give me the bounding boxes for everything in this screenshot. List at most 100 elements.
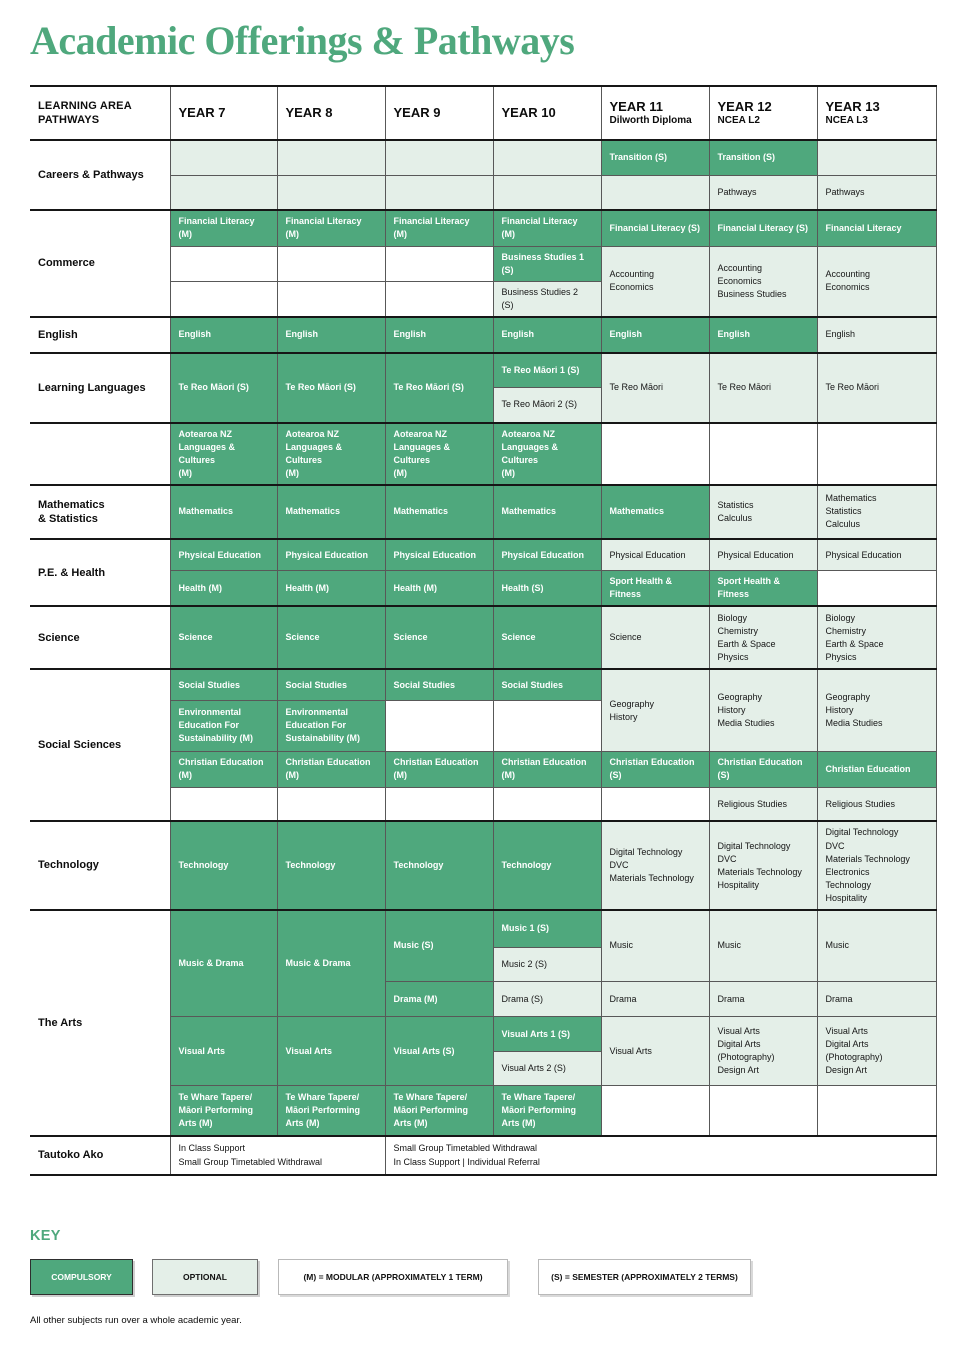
table-row: P.E. & Health Physical Education Physica… xyxy=(30,537,937,607)
table-row: Science Science Science Science Science … xyxy=(30,605,937,670)
course-cell: Financial Literacy xyxy=(816,209,937,247)
table-row: Learning Languages Te Reo Māori (S) Te R… xyxy=(30,351,937,424)
course-cell: Technology xyxy=(276,820,386,911)
course-cell: Accounting Economics Business Studies xyxy=(708,245,818,318)
course-cell: Health (M) xyxy=(384,570,494,607)
course-cell: Visual Arts Digital Arts (Photography) D… xyxy=(816,1016,937,1087)
table-row: Mathematics & Statistics Mathematics Mat… xyxy=(30,483,937,540)
course-cell: Financial Literacy (S) xyxy=(600,209,710,247)
course-cell: Statistics Calculus xyxy=(708,483,818,540)
table-row: Drama (M) Drama (S) Drama Drama Drama xyxy=(30,981,937,1018)
empty-cell xyxy=(276,139,386,176)
table-row: Christian Education (M) Christian Educat… xyxy=(30,750,937,788)
course-cell: Te Reo Māori (S) xyxy=(276,351,386,424)
course-cell: Te Whare Tapere/ Māori Performing Arts (… xyxy=(492,1085,602,1137)
footnote: All other subjects run over a whole acad… xyxy=(30,1314,242,1326)
table-row: English English English English English … xyxy=(30,315,937,354)
course-cell: English xyxy=(600,315,710,354)
course-cell: Social Studies xyxy=(384,668,494,701)
year-11-subtitle: Dilworth Diploma xyxy=(609,114,692,126)
course-cell: English xyxy=(169,315,278,354)
empty-cell xyxy=(276,280,386,318)
course-cell: Music & Drama xyxy=(169,908,278,1018)
empty-cell xyxy=(384,139,494,176)
course-cell: Drama (S) xyxy=(492,981,602,1018)
course-cell: Te Whare Tapere/ Māori Performing Arts (… xyxy=(384,1085,494,1137)
course-cell: Biology Chemistry Earth & Space Physics xyxy=(816,605,937,670)
course-cell: Environmental Education For Sustainabili… xyxy=(169,699,278,752)
course-cell: Physical Education xyxy=(492,537,602,572)
course-cell: Visual Arts (S) xyxy=(384,1016,494,1087)
course-cell: Visual Arts Digital Arts (Photography) D… xyxy=(708,1016,818,1087)
course-cell: Aotearoa NZ Languages & Cultures (M) xyxy=(492,421,602,486)
course-cell: Physical Education xyxy=(708,537,818,572)
year-13-title: YEAR 13 xyxy=(825,98,880,114)
table-row: Business Studies 2 (S) xyxy=(30,280,936,318)
course-cell: English xyxy=(708,315,818,354)
course-cell: Health (M) xyxy=(276,570,386,607)
course-cell: Music (S) xyxy=(384,908,494,983)
course-cell: Mathematics xyxy=(492,483,602,540)
support-cell: Small Group Timetabled Withdrawal In Cla… xyxy=(384,1134,937,1176)
section-label-english: English xyxy=(30,315,171,354)
course-cell: Digital Technology DVC Materials Technol… xyxy=(708,820,818,911)
year-12-subtitle: NCEA L2 xyxy=(717,114,760,126)
header-year-10: YEAR 10 xyxy=(492,85,602,141)
course-cell: Aotearoa NZ Languages & Cultures (M) xyxy=(384,421,494,486)
section-label-science: Science xyxy=(30,605,171,670)
course-cell: Mathematics Statistics Calculus xyxy=(816,483,937,540)
support-cell: In Class Support Small Group Timetabled … xyxy=(169,1134,386,1176)
empty-cell xyxy=(600,1085,710,1137)
empty-cell xyxy=(600,174,710,211)
empty-cell xyxy=(276,786,386,822)
header-year-12: YEAR 12 NCEA L2 xyxy=(708,85,818,141)
course-cell: Visual Arts xyxy=(276,1016,386,1087)
key-compulsory-swatch: COMPULSORY xyxy=(30,1258,133,1295)
table-row: Te Whare Tapere/ Māori Performing Arts (… xyxy=(30,1085,937,1137)
course-cell: Science xyxy=(384,605,494,670)
course-cell: Music & Drama xyxy=(276,908,386,1018)
course-cell: Sport Health & Fitness xyxy=(600,570,710,607)
empty-cell xyxy=(276,245,386,282)
course-cell: Physical Education xyxy=(169,537,278,572)
course-cell: Business Studies 1 (S) xyxy=(492,245,602,282)
section-label-technology: Technology xyxy=(30,820,171,911)
course-cell: Financial Literacy (M) xyxy=(169,209,278,247)
table-row: Te Reo Māori 2 (S) xyxy=(30,387,936,424)
course-cell: Financial Literacy (M) xyxy=(384,209,494,247)
header-learning-area: LEARNING AREA PATHWAYS xyxy=(30,85,171,141)
table-row: Health (M) Health (M) Health (M) Health … xyxy=(30,570,937,607)
course-cell: Social Studies xyxy=(492,668,602,701)
course-cell: Te Reo Māori xyxy=(708,351,818,424)
year-13-subtitle: NCEA L3 xyxy=(825,114,868,126)
section-label-social: Social Sciences xyxy=(30,668,171,822)
course-cell: English xyxy=(384,315,494,354)
course-cell: Accounting Economics xyxy=(816,245,937,318)
course-cell: Te Reo Māori 2 (S) xyxy=(492,387,602,424)
course-cell: Aotearoa NZ Languages & Cultures (M) xyxy=(169,421,278,486)
key-heading: KEY xyxy=(30,1227,61,1244)
section-label-pe: P.E. & Health xyxy=(30,537,171,607)
key-optional-swatch: OPTIONAL xyxy=(152,1258,258,1295)
course-cell: Te Reo Māori xyxy=(600,351,710,424)
section-label-arts: The Arts xyxy=(30,908,171,1137)
course-cell: Health (M) xyxy=(169,570,278,607)
course-cell: Christian Education (M) xyxy=(276,750,386,788)
course-cell: Music xyxy=(708,908,818,983)
course-cell: Physical Education xyxy=(276,537,386,572)
course-cell: Te Whare Tapere/ Māori Performing Arts (… xyxy=(276,1085,386,1137)
section-label-aotearoa xyxy=(30,421,171,486)
course-cell: Science xyxy=(492,605,602,670)
page-title: Academic Offerings & Pathways xyxy=(30,18,575,63)
course-cell: Music xyxy=(816,908,937,983)
course-cell: English xyxy=(816,315,937,354)
empty-cell xyxy=(384,174,494,211)
header-year-11: YEAR 11 Dilworth Diploma xyxy=(600,85,710,141)
course-cell: Mathematics xyxy=(600,483,710,540)
course-cell: Geography History Media Studies xyxy=(708,668,818,752)
table-row: Tautoko Ako In Class Support Small Group… xyxy=(30,1134,937,1176)
course-cell: Transition (S) xyxy=(600,139,710,176)
table-row: Technology Technology Technology Technol… xyxy=(30,820,937,911)
course-cell: Visual Arts 2 (S) xyxy=(492,1051,602,1087)
table-row: The Arts Music & Drama Music & Drama Mus… xyxy=(30,908,937,1137)
